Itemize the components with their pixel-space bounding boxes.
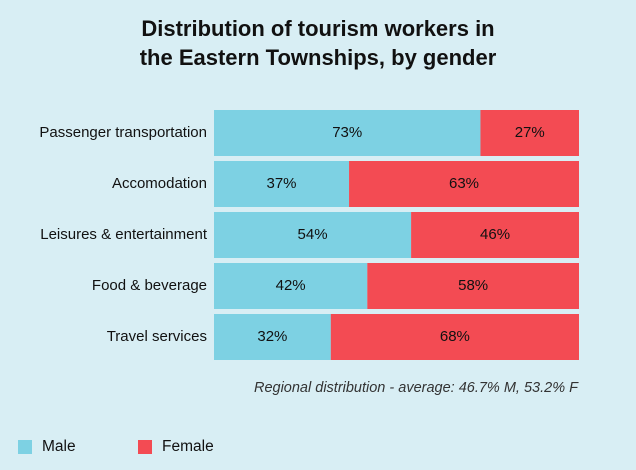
data-label-male: 54% [298,226,328,243]
regional-average-note: Regional distribution - average: 46.7% M… [253,380,578,396]
legend-swatch-female [138,440,152,454]
chart-title-line-2: the Eastern Townships, by gender [139,45,497,70]
category-label: Travel services [107,328,207,345]
data-label-male: 32% [257,328,287,345]
bar-male [214,110,481,156]
category-label: Leisures & entertainment [40,226,208,243]
bar-female [480,110,579,156]
bar-male [214,161,350,207]
data-label-female: 63% [449,175,479,192]
chart-title-line-1: Distribution of tourism workers in [141,16,495,41]
legend-item-female: Female [138,438,214,456]
legend-label-female: Female [162,438,214,455]
bar-female [411,212,579,258]
bar-male [214,263,368,309]
bar-female [349,161,579,207]
data-label-female: 58% [458,277,488,294]
bar-female [367,263,579,309]
category-label: Passenger transportation [39,124,207,141]
category-label: Food & beverage [92,277,207,294]
category-label: Accomodation [112,175,207,192]
legend-label-male: Male [42,438,76,455]
data-label-female: 46% [480,226,510,243]
bar-male [214,212,412,258]
bar-female [330,314,579,360]
data-label-male: 42% [276,277,306,294]
data-label-male: 73% [332,124,362,141]
legend-item-male: Male [18,438,76,456]
legend-swatch-male [18,440,32,454]
data-label-male: 37% [267,175,297,192]
bar-male [214,314,331,360]
data-label-female: 68% [440,328,470,345]
data-label-female: 27% [515,124,545,141]
chart-title: Distribution of tourism workers in the E… [0,14,636,72]
